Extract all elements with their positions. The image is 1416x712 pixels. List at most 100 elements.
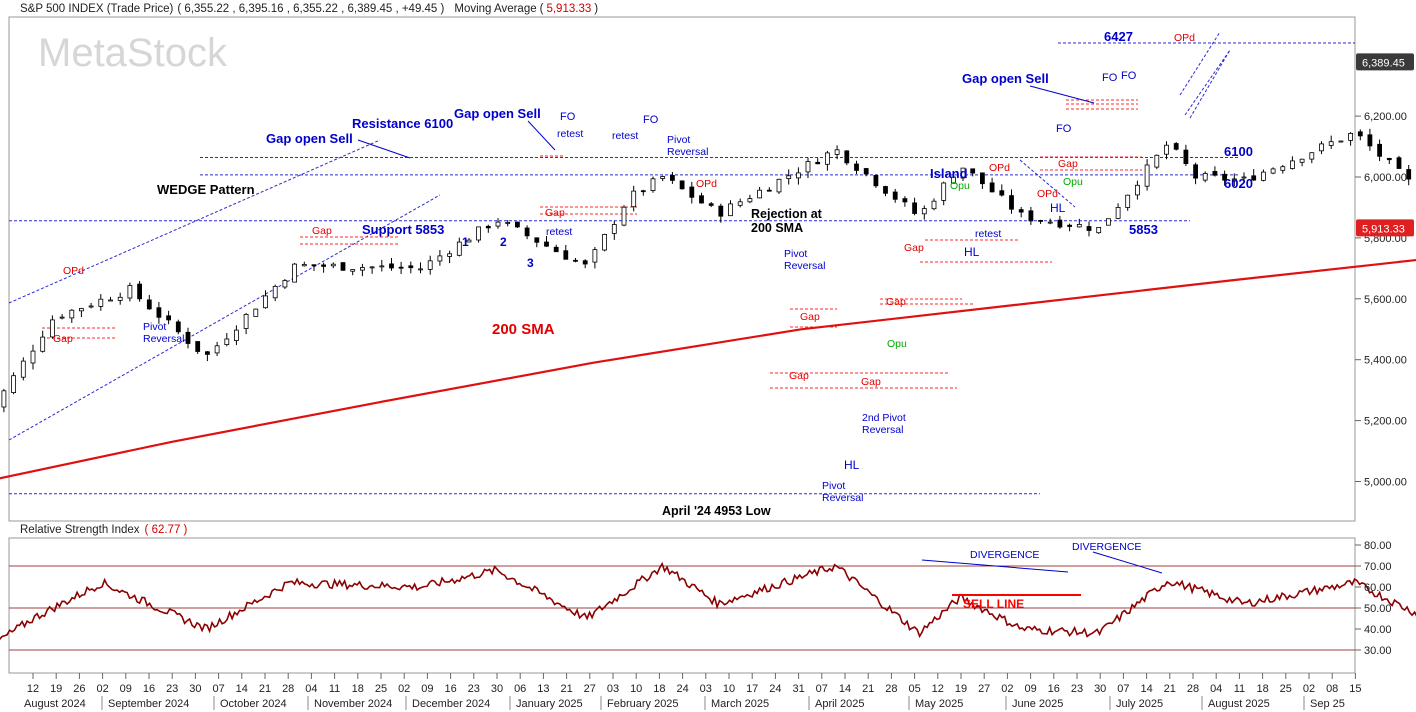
rsi-axis-label: 60.00 bbox=[1364, 582, 1392, 594]
time-axis-day-label: 02 bbox=[1001, 683, 1013, 695]
candle-body bbox=[708, 203, 714, 206]
gap-label: Gap bbox=[53, 333, 73, 345]
time-axis-day-label: 09 bbox=[1024, 683, 1036, 695]
time-axis-day-label: 26 bbox=[73, 683, 85, 695]
candle-body bbox=[166, 315, 172, 321]
candle-body bbox=[1183, 149, 1189, 165]
candle-body bbox=[582, 260, 588, 265]
rsi-axis-label: 30.00 bbox=[1364, 645, 1392, 657]
candle-body bbox=[456, 241, 462, 256]
rsi-axis-layer: 80.00 70.00 60.00 50.00 40.00 30.00 bbox=[1355, 540, 1392, 657]
time-axis-month-label: August 2024 bbox=[24, 698, 86, 710]
candle-body bbox=[253, 308, 259, 317]
hl-label: HL bbox=[1050, 201, 1066, 215]
candle-body bbox=[59, 316, 65, 319]
candle-body bbox=[573, 259, 578, 262]
opu-label: Opu bbox=[1063, 176, 1083, 188]
candle-body bbox=[1241, 176, 1247, 179]
candle-body bbox=[427, 260, 433, 270]
price-axis-label: 6,000.00 bbox=[1364, 172, 1407, 184]
rsi-axis-label: 50.00 bbox=[1364, 603, 1392, 615]
time-axis-day-label: 12 bbox=[932, 683, 944, 695]
candle-body bbox=[408, 265, 414, 269]
candle-body bbox=[233, 329, 239, 341]
time-axis-day-label: 31 bbox=[792, 683, 804, 695]
rsi-axis-label: 70.00 bbox=[1364, 561, 1392, 573]
ma-bracket-close: ) bbox=[594, 3, 598, 15]
time-axis-day-label: 04 bbox=[1210, 683, 1222, 695]
hl-label: HL bbox=[844, 458, 860, 472]
april-low-label: April '24 4953 Low bbox=[662, 504, 771, 518]
candle-body bbox=[1086, 226, 1092, 231]
candle-body bbox=[1028, 210, 1034, 222]
candle-body bbox=[902, 198, 908, 203]
time-axis-day-label: 24 bbox=[769, 683, 781, 695]
candle-body bbox=[1154, 154, 1160, 168]
candle-body bbox=[921, 208, 927, 215]
candle-body bbox=[1173, 143, 1179, 150]
time-axis-day-label: 30 bbox=[491, 683, 503, 695]
price-axis-label: 6,200.00 bbox=[1364, 111, 1407, 123]
fo-label: FO bbox=[1056, 123, 1072, 135]
gap-label: Gap bbox=[789, 370, 809, 382]
time-axis-month-label: July 2025 bbox=[1116, 698, 1163, 710]
candle-body bbox=[1125, 194, 1131, 208]
candle-body bbox=[1106, 218, 1111, 226]
price-panel-frame bbox=[8, 16, 1356, 522]
levels-layer bbox=[9, 42, 1355, 495]
gap-open-sell-label-1: Gap open Sell bbox=[266, 131, 353, 146]
time-axis-month-label: December 2024 bbox=[412, 698, 490, 710]
hl-label: HL bbox=[964, 245, 980, 259]
candle-body bbox=[185, 331, 191, 344]
time-axis-day-label: 16 bbox=[1048, 683, 1060, 695]
candle-body bbox=[117, 296, 123, 301]
candle-body bbox=[1280, 166, 1286, 171]
sma-200-line bbox=[0, 258, 1416, 480]
time-axis-month-label: August 2025 bbox=[1208, 698, 1270, 710]
price-axis-layer: 6,200.006,000.005,800.005,600.005,400.00… bbox=[1355, 53, 1414, 489]
candle-body bbox=[834, 149, 840, 155]
last-price-badge bbox=[1356, 53, 1414, 71]
candle-body bbox=[1057, 219, 1063, 228]
candle-body bbox=[476, 226, 482, 241]
wedge-lower-line bbox=[8, 194, 441, 441]
candle-body bbox=[204, 351, 210, 355]
retest-label: retest bbox=[546, 226, 572, 238]
candle-body bbox=[243, 313, 249, 329]
ma-price-badge bbox=[1356, 219, 1414, 237]
fo-label: FO bbox=[1102, 72, 1118, 84]
candle-body bbox=[175, 321, 181, 333]
retest-label: retest bbox=[612, 130, 638, 142]
sma-layer bbox=[0, 258, 1416, 480]
candle-body bbox=[1348, 132, 1353, 141]
sma-label: 200 SMA bbox=[492, 321, 555, 338]
candle-body bbox=[796, 172, 801, 179]
candle-body bbox=[1096, 226, 1102, 234]
candle-body bbox=[146, 299, 152, 310]
candle-body bbox=[970, 168, 976, 174]
candle-body bbox=[88, 305, 94, 308]
candle-body bbox=[272, 285, 278, 299]
time-axis-day-label: 23 bbox=[468, 683, 480, 695]
time-axis-day-label: 06 bbox=[514, 683, 526, 695]
time-axis-day-label: 16 bbox=[444, 683, 456, 695]
time-axis-month-label: October 2024 bbox=[220, 698, 287, 710]
candle-body bbox=[1144, 164, 1150, 187]
candle-body bbox=[941, 182, 947, 201]
candle-body bbox=[40, 336, 46, 352]
candle-body bbox=[127, 285, 133, 299]
candle-body bbox=[389, 263, 394, 269]
rsi-line bbox=[0, 561, 1416, 640]
gap-open-sell-pointer-1 bbox=[357, 139, 411, 159]
rising-channel-upper bbox=[1179, 31, 1221, 96]
pivot-label: Pivot bbox=[784, 248, 807, 260]
level-6100-label: 6100 bbox=[1224, 144, 1253, 159]
rsi-axis-label: 80.00 bbox=[1364, 540, 1392, 552]
time-axis-month-label: March 2025 bbox=[711, 698, 769, 710]
reversal-label: Reversal bbox=[784, 260, 825, 272]
candle-body bbox=[912, 202, 917, 214]
rsi-divergence-line-1 bbox=[921, 559, 1069, 573]
time-axis-day-label: 07 bbox=[1117, 683, 1129, 695]
channel-layer bbox=[8, 31, 1231, 441]
opd-label: OPd bbox=[1037, 188, 1058, 200]
